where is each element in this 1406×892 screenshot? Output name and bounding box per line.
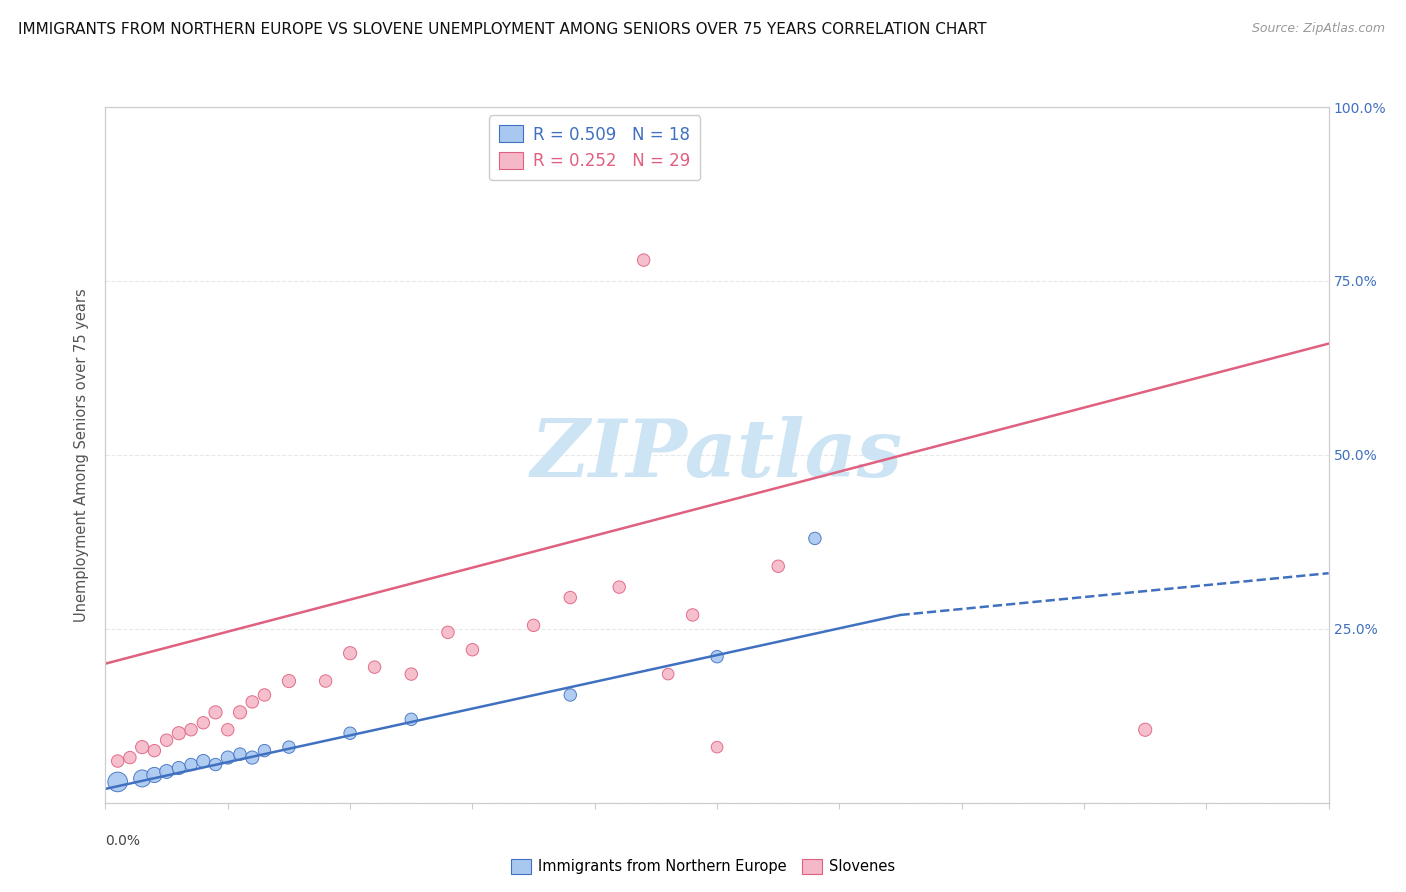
Point [560,688,582,702]
Point [180,723,202,737]
Point [193,715,215,730]
Point [523,618,546,632]
Point [401,667,423,681]
Point [155,764,177,779]
Legend: R = 0.509   N = 18, R = 0.252   N = 29: R = 0.509 N = 18, R = 0.252 N = 29 [489,115,700,180]
Point [804,532,827,546]
Point [155,733,177,747]
Point [278,740,301,755]
Point [143,744,166,758]
Point [253,688,276,702]
Text: ZIPatlas: ZIPatlas [531,417,903,493]
Text: 0.0%: 0.0% [105,834,141,848]
Point [217,723,239,737]
Point [167,726,190,740]
Point [193,754,215,768]
Point [253,744,276,758]
Point [229,747,252,761]
Point [706,649,728,664]
Point [363,660,385,674]
Point [315,674,337,689]
Point [131,772,153,786]
Point [278,674,301,689]
Point [240,750,263,764]
Text: IMMIGRANTS FROM NORTHERN EUROPE VS SLOVENE UNEMPLOYMENT AMONG SENIORS OVER 75 YE: IMMIGRANTS FROM NORTHERN EUROPE VS SLOVE… [18,22,987,37]
Point [217,750,239,764]
Point [682,607,704,622]
Point [437,625,460,640]
Point [118,750,141,764]
Point [768,559,790,574]
Point [180,757,202,772]
Point [607,580,630,594]
Point [401,712,423,726]
Point [240,695,263,709]
Point [167,761,190,775]
Point [143,768,166,782]
Point [204,757,226,772]
Point [107,775,129,789]
Point [339,726,361,740]
Point [339,646,361,660]
Point [131,740,153,755]
Y-axis label: Unemployment Among Seniors over 75 years: Unemployment Among Seniors over 75 years [75,288,90,622]
Text: Source: ZipAtlas.com: Source: ZipAtlas.com [1251,22,1385,36]
Point [461,642,484,657]
Legend: Immigrants from Northern Europe, Slovenes: Immigrants from Northern Europe, Slovene… [505,853,901,880]
Point [657,667,679,681]
Point [633,253,655,268]
Point [706,740,728,755]
Point [560,591,582,605]
Point [204,706,226,720]
Point [107,754,129,768]
Point [229,706,252,720]
Point [1133,723,1156,737]
